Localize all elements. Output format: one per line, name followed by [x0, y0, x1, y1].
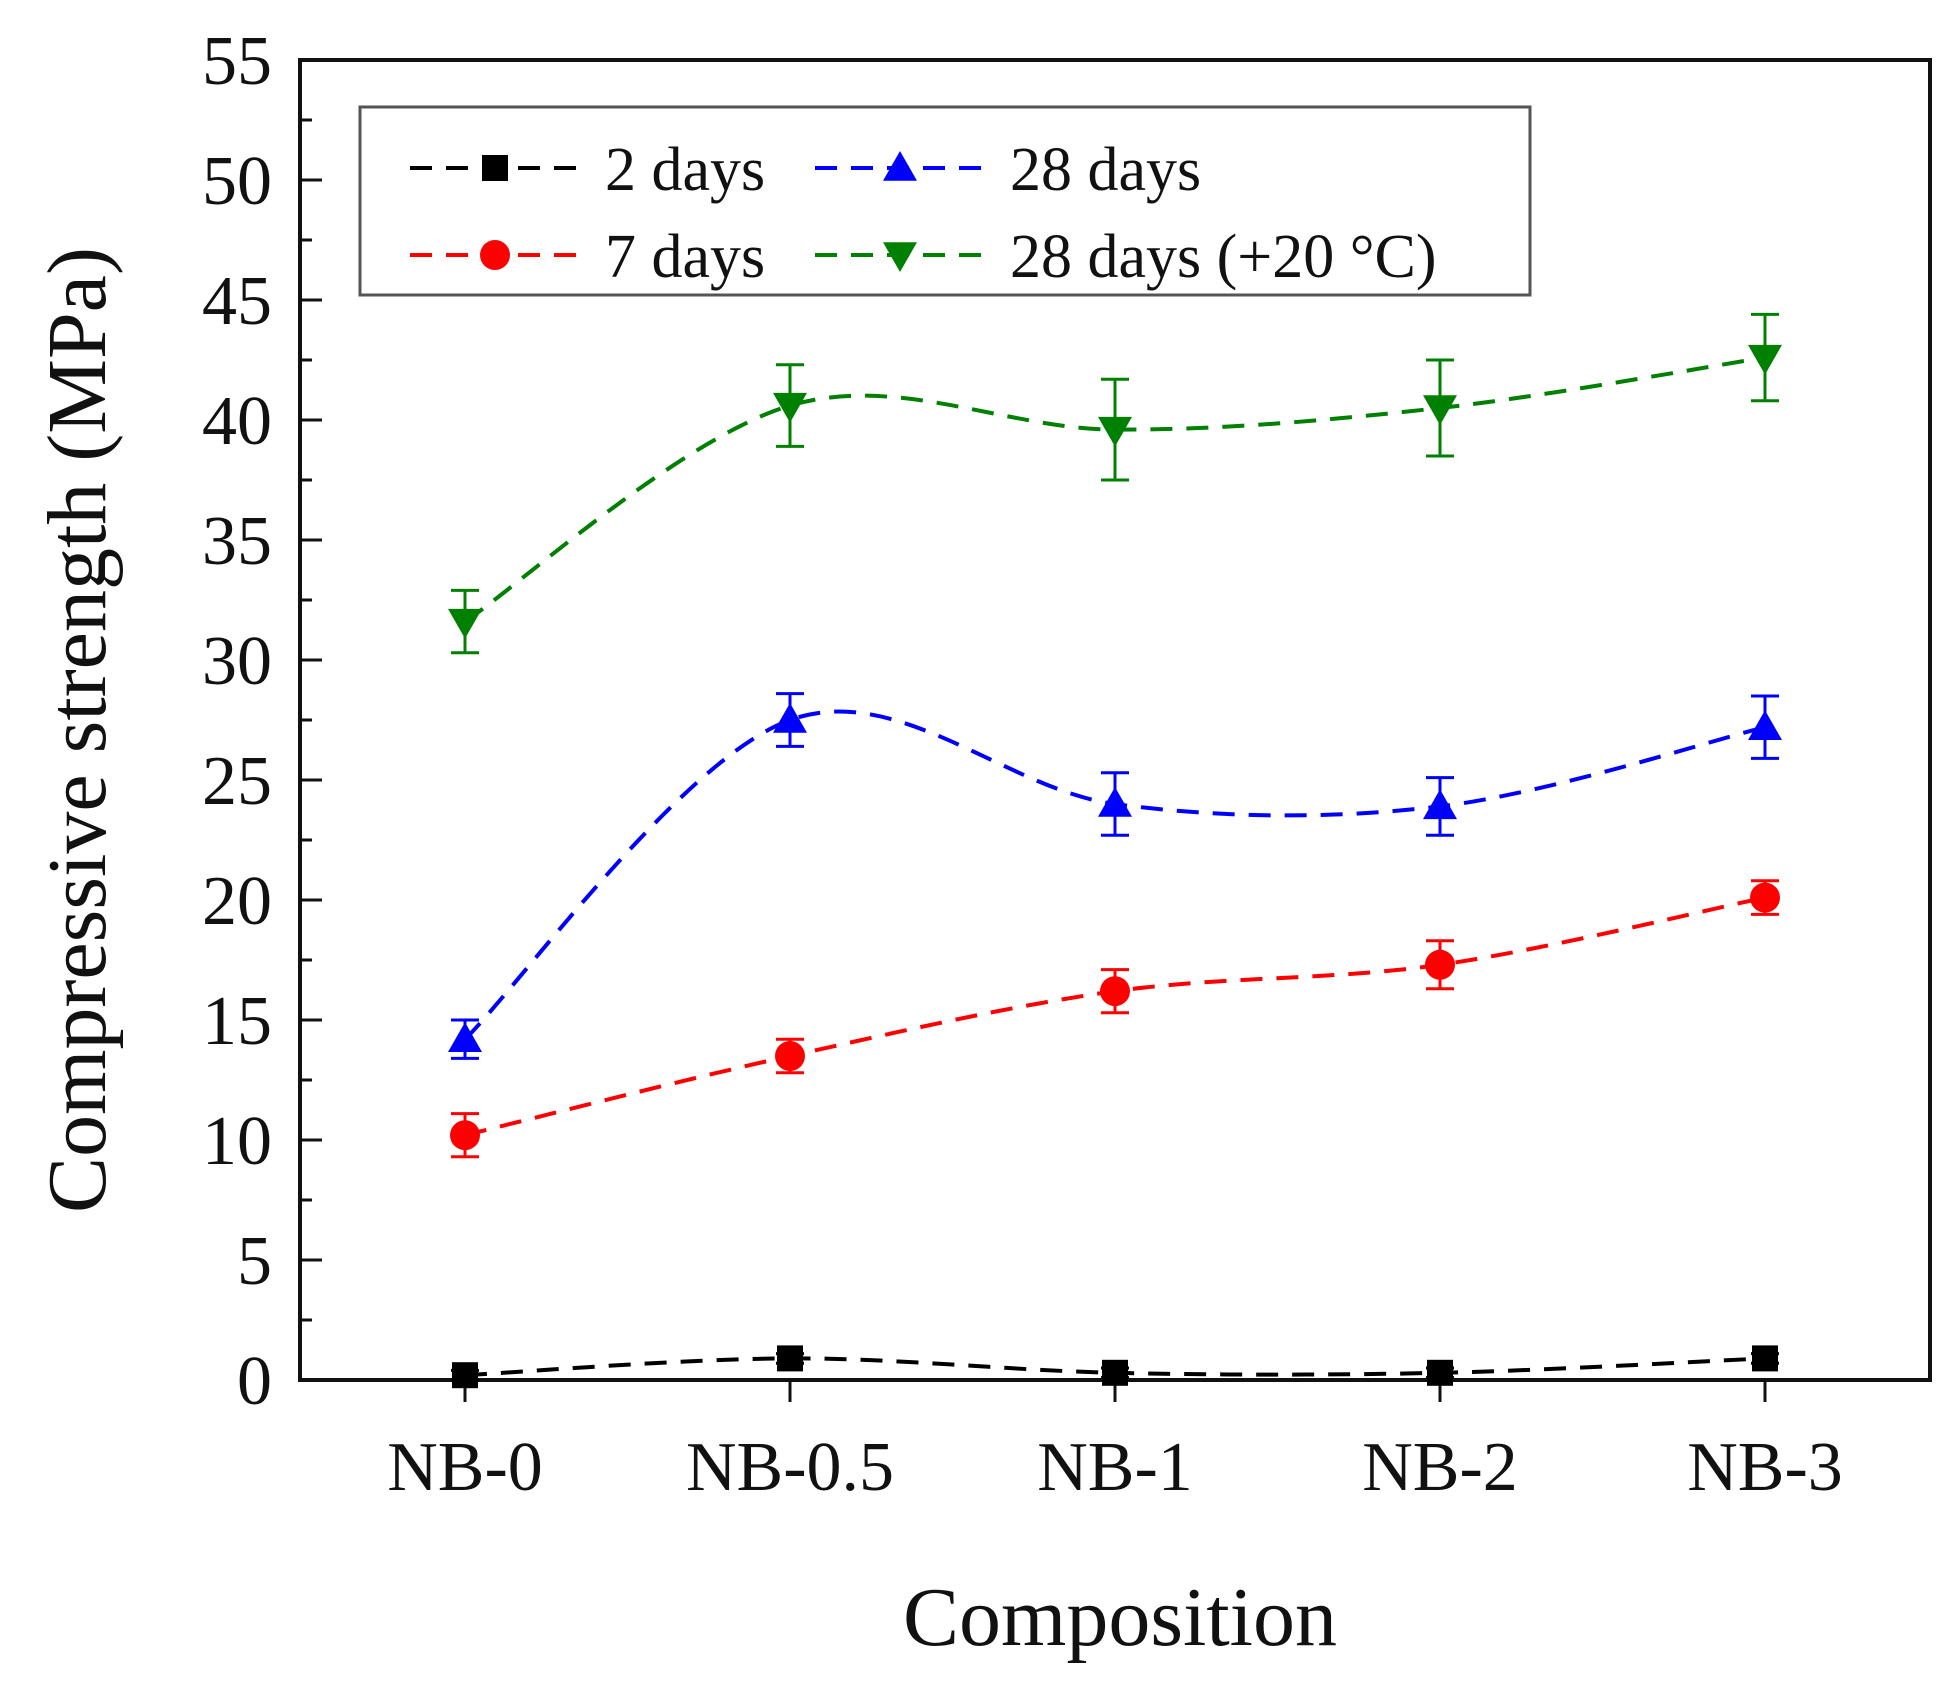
data-point-28-days-20-c	[1423, 395, 1457, 425]
legend-marker-28-days	[883, 151, 917, 181]
y-tick-label: 5	[237, 1223, 272, 1300]
y-tick-label: 10	[202, 1103, 272, 1180]
legend-label-7-days: 7 days	[605, 223, 765, 291]
y-tick-label: 50	[202, 143, 272, 220]
x-tick-label: NB-1	[1037, 1429, 1193, 1506]
data-point-28-days-20-c	[773, 392, 807, 423]
series-line-7-days	[464, 895, 1766, 1138]
legend-label-28-days-20-c: 28 days (+20 °C)	[1010, 223, 1437, 291]
y-tick-label: 40	[202, 383, 272, 460]
y-tick-label: 25	[202, 743, 272, 820]
y-tick-label: 15	[202, 983, 272, 1060]
legend-marker-28-days-20-c	[883, 242, 917, 272]
data-point-2-days	[1427, 1359, 1453, 1386]
data-point-7-days	[775, 1041, 805, 1071]
y-tick-label: 0	[237, 1343, 272, 1420]
x-axis-title: Composition	[903, 1571, 1337, 1664]
y-tick-label: 45	[202, 263, 272, 340]
data-point-2-days	[1102, 1359, 1128, 1386]
y-axis-title: Compressive strength (MPa)	[31, 247, 124, 1213]
data-point-7-days	[1750, 882, 1780, 913]
data-point-2-days	[452, 1362, 478, 1389]
data-point-7-days	[450, 1120, 480, 1151]
data-point-28-days-20-c	[1098, 416, 1132, 447]
x-tick-label: NB-0	[387, 1429, 543, 1506]
data-point-2-days	[777, 1345, 803, 1372]
y-tick-label: 20	[202, 863, 272, 940]
data-point-28-days-20-c	[1748, 344, 1782, 375]
x-tick-label: NB-2	[1362, 1429, 1518, 1506]
data-point-28-days	[1098, 787, 1132, 817]
plot-area: 0 5 10 15 20 25 30 35 40 45 50 55 NB-0 NB-0.5 NB-1 NB-2…	[202, 23, 1932, 1506]
x-tick-label: NB-3	[1687, 1429, 1843, 1506]
data-point-28-days	[1423, 789, 1457, 820]
data-point-2-days	[1752, 1345, 1778, 1372]
y-tick-label: 55	[202, 23, 272, 100]
legend-marker-7-days	[480, 240, 510, 270]
legend-marker-2-days	[482, 155, 508, 181]
legend-box	[358, 105, 1532, 297]
data-point-7-days	[1100, 976, 1130, 1007]
data-point-28-days	[773, 703, 807, 733]
data-point-28-days	[448, 1022, 482, 1052]
data-point-28-days-20-c	[448, 608, 482, 639]
data-point-7-days	[1425, 949, 1455, 980]
y-tick-label: 35	[202, 503, 272, 580]
series-line-28-days	[463, 709, 1766, 1041]
legend-label-28-days: 28 days	[1010, 136, 1201, 204]
data-point-28-days	[1748, 710, 1782, 740]
y-tick-label: 30	[202, 623, 272, 700]
x-tick-label: NB-0.5	[686, 1429, 894, 1506]
legend-label-2-days: 2 days	[605, 136, 765, 204]
